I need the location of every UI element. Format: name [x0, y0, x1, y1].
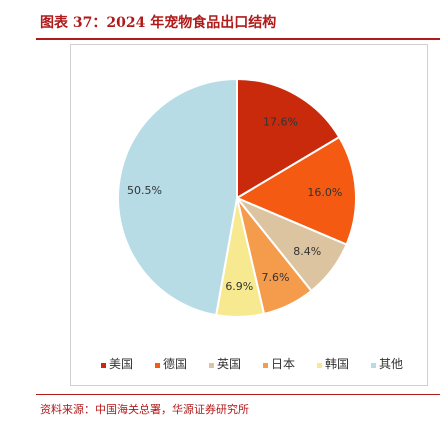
- pie-slice-1: [234, 135, 357, 246]
- source-rule: [36, 394, 440, 395]
- pie-slice-5: [117, 77, 238, 317]
- legend-swatch-0: [101, 363, 106, 368]
- title-rule: [36, 38, 440, 40]
- chart-frame: 17.6% 16.0% 8.4% 7.6% 6.9% 50.5% 美国 德国 英国 日本 韩国 其他: [70, 44, 428, 386]
- pie-data-label-2: 8.4%: [293, 245, 321, 258]
- pie-slices: [117, 77, 357, 318]
- pie-chart: 17.6% 16.0% 8.4%7.6% 6.9% 50.5% 美国 德国 英国 日本 韩国 其他: [101, 77, 403, 371]
- legend-label-4: 韩国: [325, 356, 349, 371]
- pie-data-label-1: 16.0%: [307, 186, 342, 199]
- legend-label-3: 日本: [271, 357, 295, 371]
- chart-legend: 美国 德国 英国 日本 韩国 其他: [101, 356, 403, 371]
- chart-title: 图表 37：2024 年宠物食品出口结构: [40, 15, 277, 31]
- pie-labels: 17.6% 16.0% 8.4%7.6% 6.9% 50.5%: [127, 115, 342, 293]
- pie-data-label-4: 6.9%: [225, 280, 253, 293]
- pie-slice-0: [236, 77, 341, 200]
- legend-label-1: 德国: [163, 356, 187, 371]
- legend-swatch-4: [317, 363, 322, 368]
- pie-data-label-3: 7.6%: [262, 271, 290, 284]
- legend-swatch-5: [371, 363, 376, 368]
- pie-data-label-0: 17.6%: [263, 115, 298, 128]
- legend-swatch-3: [263, 363, 268, 368]
- legend-swatch-2: [209, 363, 214, 368]
- legend-label-2: 英国: [217, 357, 241, 371]
- legend-swatch-1: [155, 363, 160, 368]
- source-note: 资料来源：中国海关总署，华源证券研究所: [40, 403, 249, 416]
- pie-data-label-5: 50.5%: [127, 184, 162, 197]
- legend-label-5: 其他: [379, 357, 403, 371]
- legend-label-0: 美国: [109, 357, 133, 371]
